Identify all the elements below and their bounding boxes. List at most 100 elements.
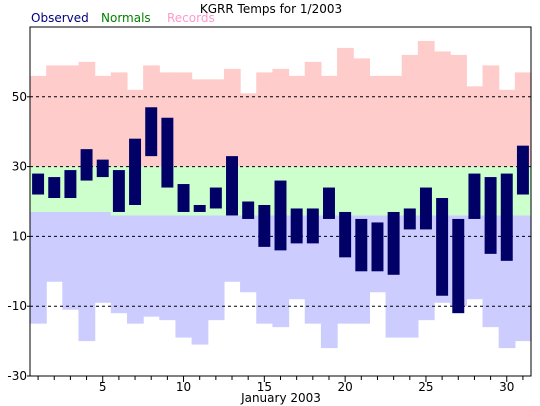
record-low-band-day-13 [223, 215, 241, 282]
record-high-band-day-29 [482, 65, 500, 167]
observed-bar-day-10 [177, 184, 190, 212]
observed-bar-day-15 [258, 204, 271, 247]
observed-bar-day-29 [484, 177, 497, 254]
observed-bar-day-31 [516, 145, 529, 195]
normal-band-day-24 [401, 166, 419, 216]
observed-bar-day-24 [403, 208, 416, 230]
normal-band-day-15 [256, 166, 274, 216]
record-high-band-day-18 [304, 61, 322, 167]
record-high-band-day-25 [417, 40, 435, 167]
record-high-band-day-17 [288, 75, 306, 167]
record-high-band-day-2 [46, 65, 63, 167]
legend-normals: Normals [101, 11, 151, 25]
record-low-band-day-28 [466, 215, 484, 300]
record-low-band-day-9 [159, 215, 177, 321]
normal-band-day-5 [94, 166, 112, 212]
record-low-band-day-10 [175, 215, 193, 338]
record-high-band-day-30 [498, 89, 516, 167]
observed-bar-day-11 [193, 204, 206, 212]
observed-bar-day-20 [339, 211, 352, 258]
x-tick-label-15: 15 [257, 380, 272, 394]
record-high-band-day-16 [272, 68, 290, 167]
x-tick-label-10: 10 [176, 380, 191, 394]
record-high-band-day-11 [191, 79, 209, 167]
record-low-band-day-25 [417, 215, 435, 321]
record-high-band-day-20 [337, 47, 354, 167]
observed-bar-day-9 [161, 117, 174, 188]
normal-band-day-20 [337, 166, 354, 216]
record-high-band-day-28 [466, 86, 484, 167]
observed-bar-day-16 [274, 180, 287, 251]
record-high-band-day-24 [401, 54, 419, 167]
record-high-band-day-27 [450, 54, 467, 167]
record-high-band-day-19 [320, 75, 338, 167]
normal-band-day-8 [143, 166, 160, 216]
legend-observed: Observed [31, 11, 89, 25]
x-tick-label-30: 30 [499, 380, 514, 394]
observed-bar-day-18 [306, 208, 319, 244]
observed-bar-day-28 [468, 173, 481, 219]
normal-band-day-27 [450, 166, 467, 216]
observed-bar-day-6 [112, 170, 125, 212]
record-high-band-day-1 [30, 75, 47, 167]
x-tick-label-20: 20 [338, 380, 353, 394]
record-low-band-day-11 [191, 215, 209, 345]
record-low-band-day-24 [401, 215, 419, 338]
record-low-band-day-1 [30, 211, 47, 324]
record-high-band-day-23 [385, 75, 403, 167]
record-high-band-day-31 [514, 72, 532, 167]
axes-layer: 50 30 10 -10 -30 5 10 15 20 25 30 [7, 90, 524, 394]
legend-records: Records [167, 11, 215, 25]
observed-bar-day-14 [242, 201, 255, 219]
normal-band-day-17 [288, 166, 306, 216]
observed-bar-day-2 [48, 177, 61, 199]
observed-bar-day-7 [129, 138, 142, 205]
record-low-band-day-12 [207, 215, 225, 321]
observed-bar-day-23 [387, 211, 400, 275]
x-tick-label-5: 5 [99, 380, 107, 394]
record-high-band-day-13 [223, 68, 241, 167]
record-low-band-day-2 [46, 211, 63, 282]
record-low-band-day-4 [78, 211, 96, 342]
observed-bar-day-17 [290, 208, 303, 244]
normal-band-day-18 [304, 166, 322, 216]
observed-bar-day-4 [80, 149, 93, 181]
normal-band-day-22 [369, 166, 387, 216]
record-low-band-day-5 [94, 211, 112, 303]
observed-bar-day-26 [436, 198, 449, 296]
record-high-band-day-4 [78, 61, 96, 167]
observed-bar-day-8 [145, 107, 158, 157]
observed-bar-day-30 [500, 173, 513, 261]
observed-bar-day-25 [419, 187, 432, 230]
record-high-band-day-5 [94, 75, 112, 167]
observed-bar-day-19 [323, 187, 335, 219]
observed-bar-day-1 [32, 173, 45, 195]
record-high-band-day-3 [62, 65, 80, 167]
x-tick-label-25: 25 [418, 380, 433, 394]
observed-bar-day-3 [64, 170, 77, 199]
observed-bar-day-12 [209, 187, 222, 209]
y-tick-label-50: 50 [12, 90, 27, 104]
record-high-band-day-10 [175, 72, 193, 167]
y-tick-label-10: 10 [12, 229, 27, 243]
record-high-band-day-22 [369, 75, 387, 167]
record-low-band-day-19 [320, 215, 338, 349]
y-tick-label-30: 30 [12, 160, 27, 174]
record-low-band-day-31 [514, 215, 532, 342]
record-high-band-day-14 [240, 93, 257, 167]
observed-bar-day-5 [96, 159, 109, 178]
record-high-band-day-12 [207, 79, 225, 167]
normal-band-day-11 [191, 166, 209, 216]
record-low-band-day-3 [62, 211, 80, 310]
record-high-band-day-26 [434, 51, 451, 167]
x-axis-label: January 2003 [240, 391, 321, 405]
record-low-band-day-14 [240, 215, 257, 293]
observed-bar-day-21 [355, 218, 368, 272]
normal-band-day-23 [385, 166, 403, 216]
normal-band-day-21 [353, 166, 370, 216]
y-tick-label--30: -30 [7, 369, 27, 383]
y-tick-label--10: -10 [7, 299, 27, 313]
observed-bar-day-22 [371, 222, 384, 272]
observed-layer [32, 107, 529, 314]
